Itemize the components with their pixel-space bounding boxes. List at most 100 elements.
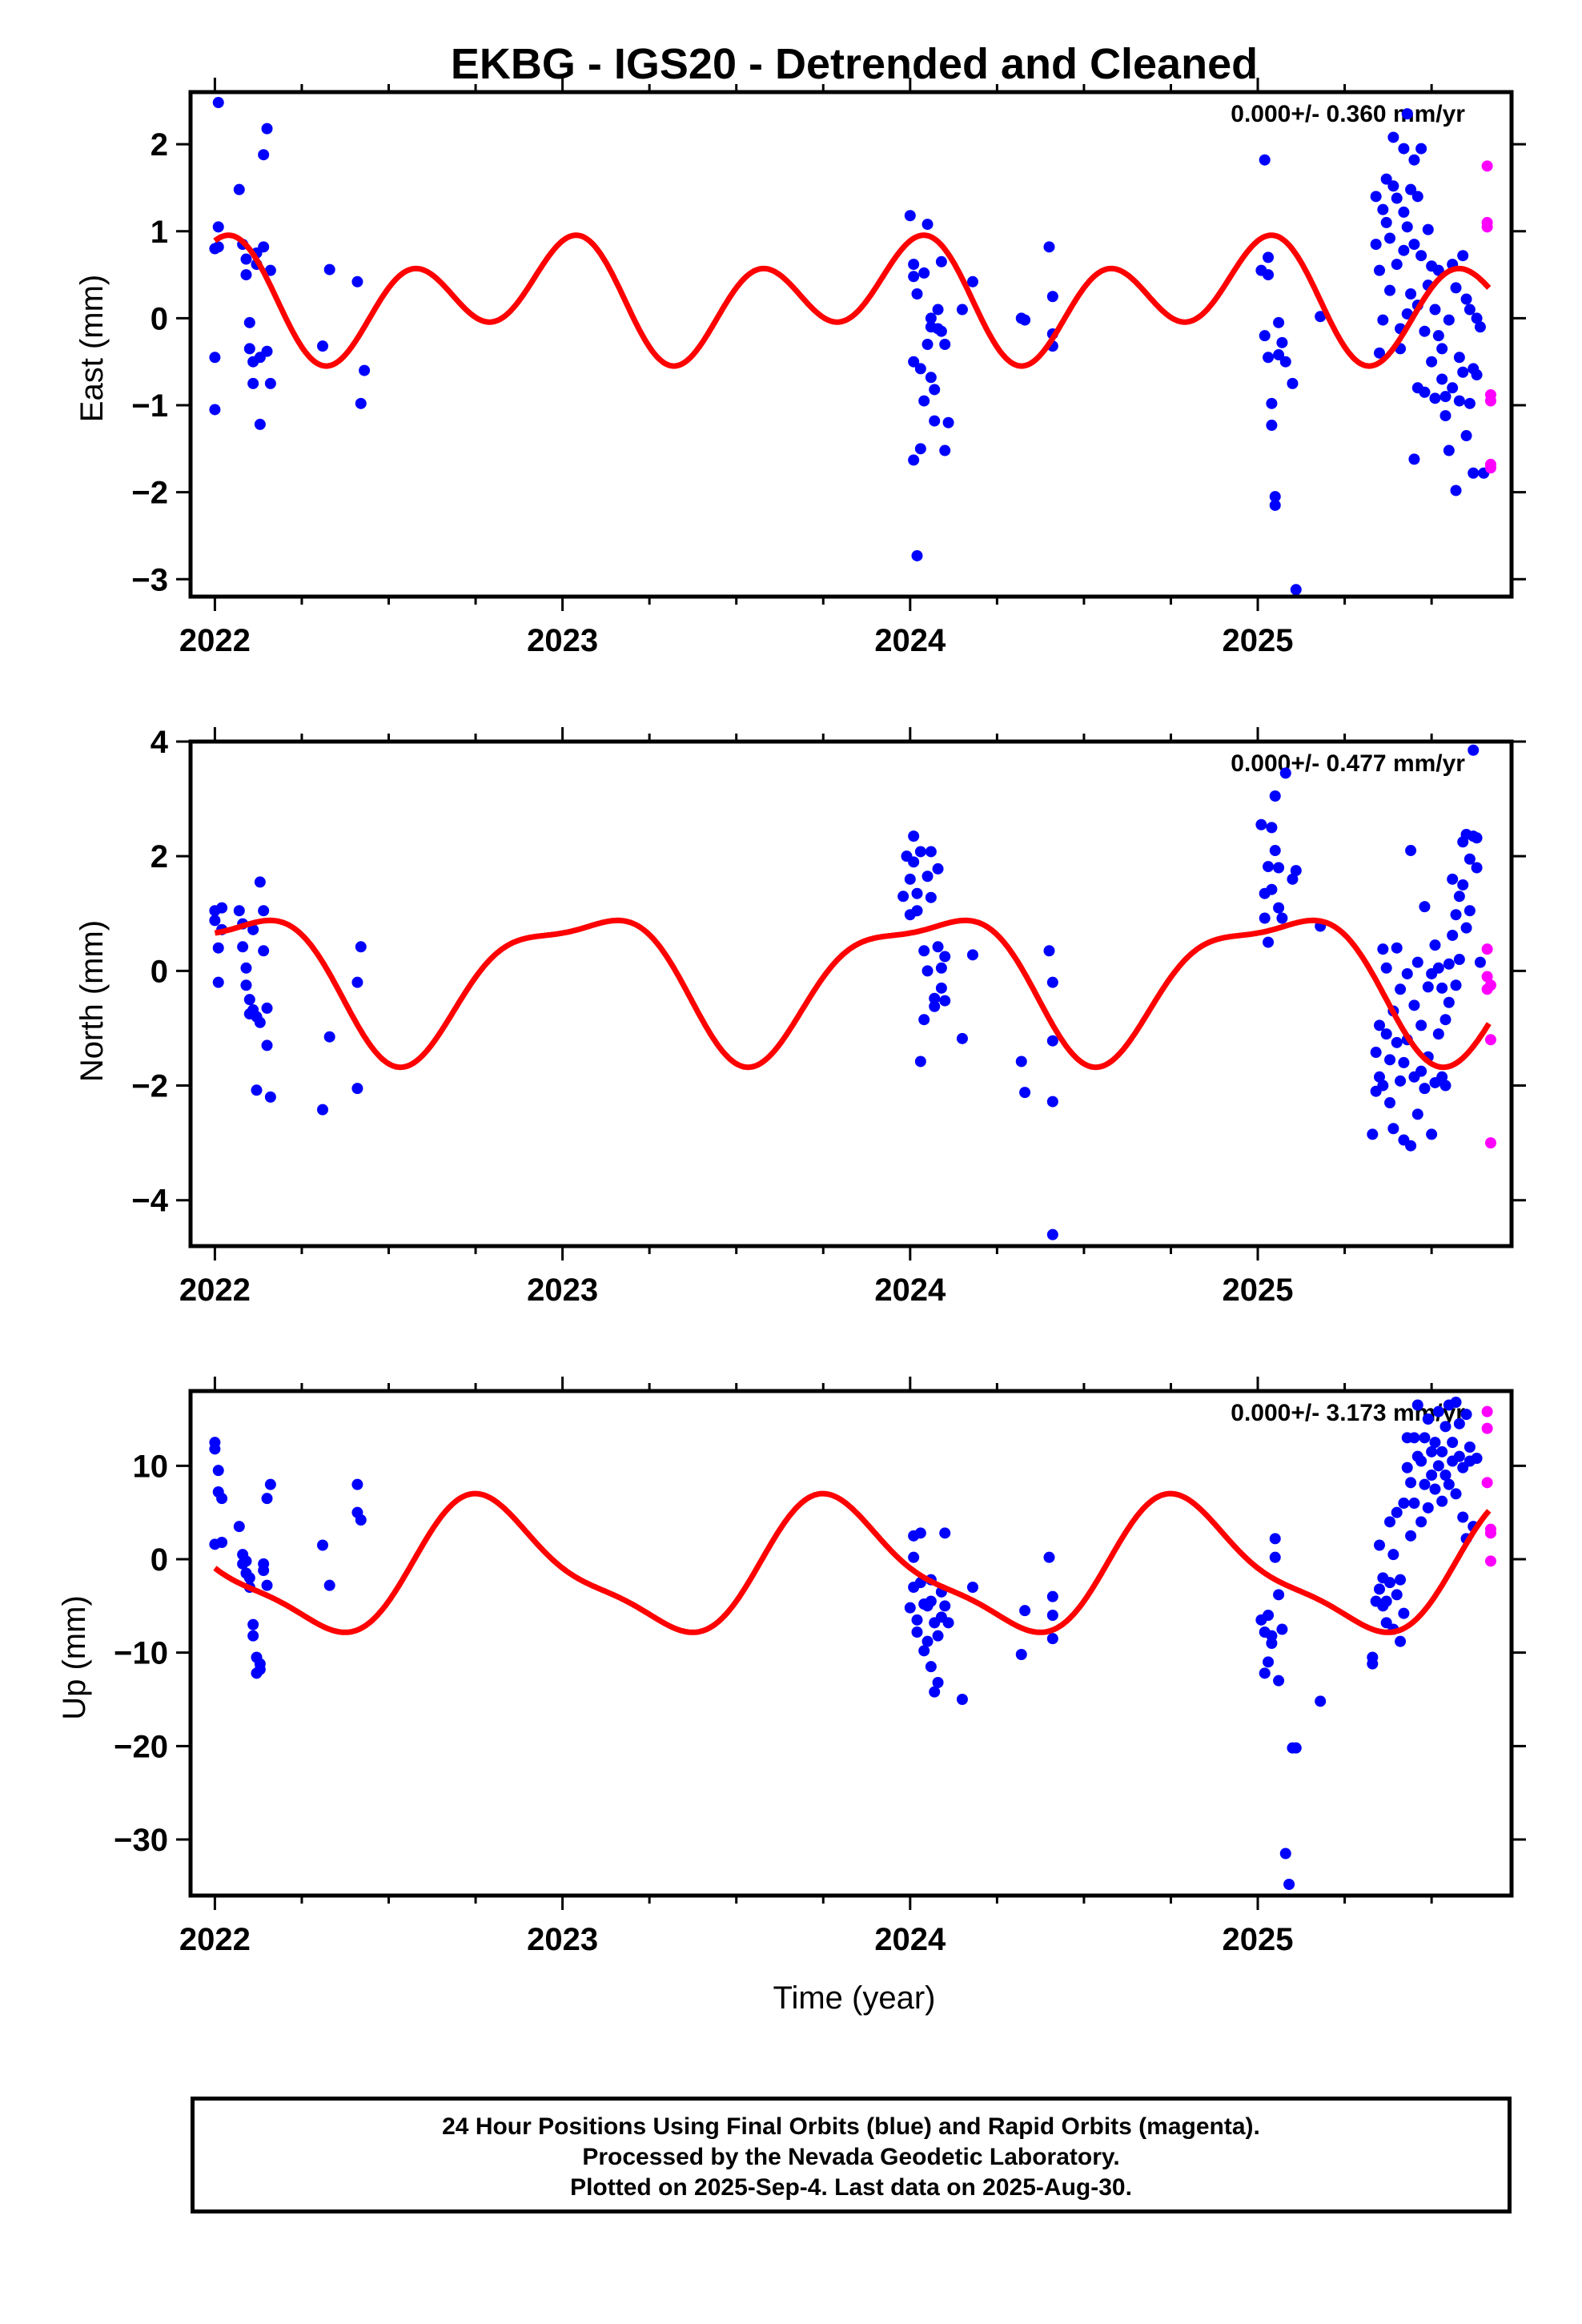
final-orbit-point: [1276, 912, 1288, 924]
final-orbit-point: [1471, 312, 1483, 324]
final-orbit-point: [1263, 1656, 1275, 1668]
north-y-axis-label: North (mm): [74, 920, 110, 1082]
final-orbit-point: [261, 1039, 273, 1051]
final-orbit-point: [1443, 1478, 1455, 1490]
final-orbit-point: [1395, 1635, 1407, 1647]
final-orbit-point: [1259, 912, 1271, 924]
x-tick-label: 2023: [527, 1922, 598, 1957]
final-orbit-point: [942, 416, 954, 428]
x-axis-label: Time (year): [773, 1980, 936, 2016]
final-orbit-point: [359, 364, 371, 376]
final-orbit-point: [1457, 1511, 1469, 1523]
final-orbit-point: [1464, 905, 1476, 917]
final-orbit-point: [908, 454, 920, 466]
final-orbit-point: [1450, 282, 1462, 294]
final-orbit-point: [1405, 288, 1417, 300]
final-orbit-point: [1471, 369, 1483, 381]
final-orbit-point: [1398, 206, 1410, 218]
seasonal-model-curve: [213, 1490, 1492, 1635]
final-orbit-point: [925, 1595, 937, 1607]
final-orbit-point: [935, 982, 947, 994]
final-orbit-point: [911, 887, 923, 899]
final-orbit-point: [1377, 203, 1389, 215]
final-orbit-point: [1429, 1483, 1441, 1495]
final-orbit-point: [1447, 873, 1459, 885]
final-orbit-point: [1263, 352, 1275, 364]
final-orbit-point: [1273, 1675, 1285, 1687]
final-orbit-point: [209, 1538, 221, 1550]
final-orbit-point: [1426, 356, 1438, 368]
rapid-orbit-point: [1481, 221, 1493, 233]
final-orbit-point: [1415, 143, 1427, 155]
final-orbit-point: [1422, 1502, 1434, 1514]
final-orbit-point: [1422, 223, 1434, 235]
final-orbit-point: [1276, 336, 1288, 348]
footer-line-3: Plotted on 2025-Sep-4. Last data on 2025…: [570, 2174, 1132, 2201]
final-orbit-point: [932, 1677, 944, 1688]
final-orbit-point: [966, 275, 978, 287]
y-tick-label: −2: [131, 476, 168, 511]
final-orbit-point: [1387, 180, 1399, 192]
final-orbit-point: [1443, 958, 1455, 970]
final-orbit-point: [1266, 420, 1278, 432]
y-tick-label: 1: [151, 215, 168, 250]
final-orbit-point: [1273, 316, 1285, 328]
final-orbit-point: [966, 1582, 978, 1593]
final-orbit-point: [1384, 1097, 1396, 1109]
final-orbit-point: [1474, 956, 1486, 968]
final-orbit-point: [1450, 485, 1462, 497]
final-orbit-point: [240, 979, 252, 991]
final-orbit-point: [1450, 979, 1462, 991]
final-orbit-point: [1429, 304, 1441, 316]
final-orbit-point: [1315, 1695, 1327, 1707]
final-orbit-point: [914, 1055, 926, 1068]
final-orbit-point: [911, 1626, 923, 1638]
final-orbit-point: [1468, 744, 1480, 756]
final-orbit-point: [1391, 1506, 1403, 1518]
final-orbit-point: [1411, 191, 1423, 203]
final-orbit-point: [264, 1091, 276, 1103]
final-orbit-point: [1287, 873, 1299, 885]
rapid-orbit-point: [1484, 462, 1496, 474]
final-orbit-point: [233, 1521, 245, 1533]
y-tick-label: 2: [151, 839, 168, 875]
final-orbit-point: [351, 976, 363, 988]
final-orbit-point: [939, 1527, 951, 1539]
x-tick-label: 2023: [527, 1273, 598, 1308]
final-orbit-point: [1384, 1577, 1396, 1589]
final-orbit-point: [1374, 1583, 1385, 1595]
north-panel: 0.000+/- 0.477 mm/yr North (mm) 2022 2023…: [74, 725, 1526, 1308]
x-tick-label: 2022: [179, 1922, 251, 1957]
y-tick-label: −4: [131, 1184, 168, 1219]
final-orbit-point: [1380, 173, 1392, 185]
final-orbit-point: [929, 1686, 941, 1698]
final-orbit-point: [1405, 183, 1417, 195]
final-orbit-point: [1439, 1014, 1452, 1026]
final-orbit-point: [1443, 444, 1455, 456]
final-orbit-point: [243, 343, 255, 355]
final-orbit-point: [261, 123, 273, 135]
final-orbit-point: [1471, 862, 1483, 874]
final-orbit-point: [911, 1614, 923, 1626]
final-orbit-point: [1443, 996, 1455, 1008]
final-orbit-point: [1415, 1516, 1427, 1528]
final-orbit-point: [1419, 1432, 1431, 1444]
final-orbit-point: [1408, 154, 1420, 166]
final-orbit-point: [209, 1443, 221, 1455]
final-orbit-point: [1450, 1397, 1462, 1408]
final-orbit-point: [254, 418, 266, 430]
final-orbit-point: [914, 846, 926, 858]
final-orbit-point: [1432, 1460, 1444, 1472]
final-orbit-point: [1387, 1123, 1399, 1135]
final-orbit-point: [1464, 397, 1476, 409]
x-tick-label: 2025: [1223, 1273, 1294, 1308]
final-orbit-point: [1471, 1453, 1483, 1464]
east-y-axis-label: East (mm): [74, 275, 110, 422]
final-orbit-point: [1384, 232, 1396, 244]
final-orbit-point: [1391, 192, 1403, 204]
final-orbit-point: [1457, 250, 1469, 262]
final-orbit-point: [1401, 221, 1413, 233]
final-orbit-point: [1290, 865, 1302, 877]
north-rate-label: 0.000+/- 0.477 mm/yr: [1231, 750, 1465, 777]
final-orbit-point: [1287, 377, 1299, 389]
